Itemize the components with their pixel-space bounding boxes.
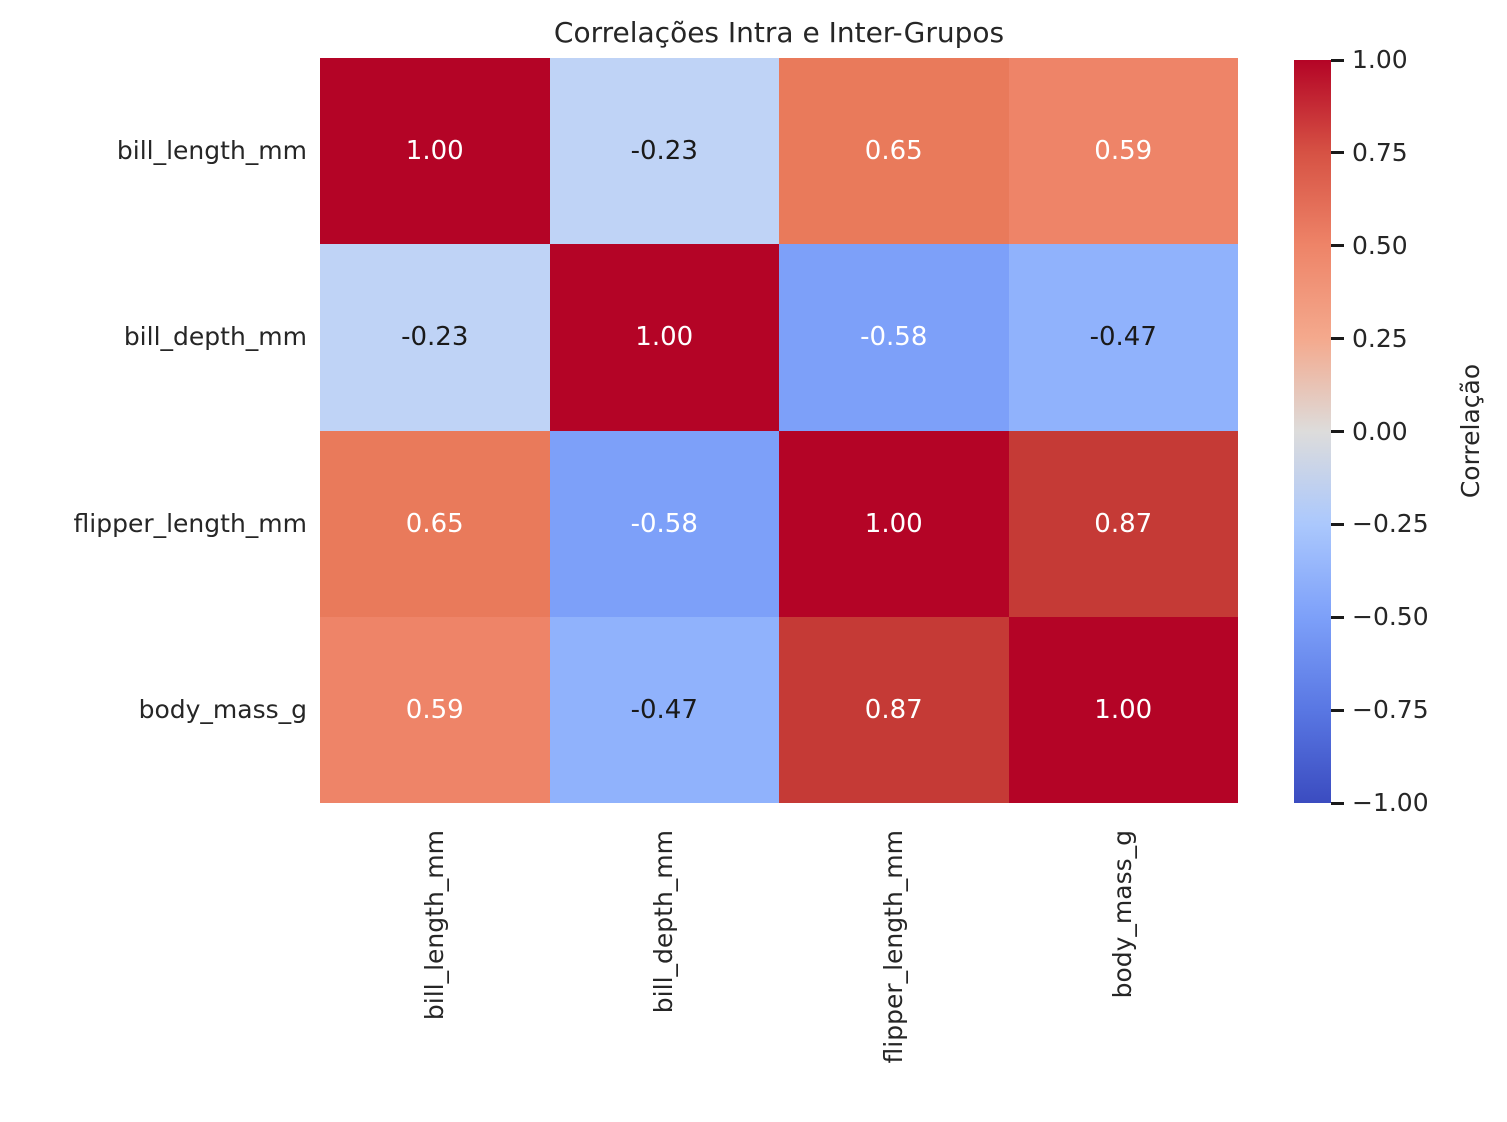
heatmap-cell-bill_depth_mm-x-bill_length_mm: -0.23 bbox=[320, 244, 550, 431]
x-tick-label-flipper_length_mm: flipper_length_mm bbox=[878, 830, 908, 1064]
y-tick-label-bill_depth_mm: bill_depth_mm bbox=[123, 322, 307, 352]
heatmap-cell-bill_length_mm-x-flipper_length_mm: 0.65 bbox=[779, 58, 1009, 245]
heatmap-cell-body_mass_g-x-body_mass_g: 1.00 bbox=[1008, 616, 1238, 803]
colorbar-tick-label-0.25: 0.25 bbox=[1352, 323, 1408, 353]
colorbar-tick-mark bbox=[1331, 522, 1344, 526]
colorbar-tick-label-0.50: 0.50 bbox=[1352, 230, 1408, 260]
colorbar-tick-mark bbox=[1331, 615, 1344, 619]
heatmap-cell-bill_length_mm-x-bill_length_mm: 1.00 bbox=[320, 58, 550, 245]
colorbar-tick-label-0.75: 0.75 bbox=[1352, 137, 1408, 167]
colorbar-tick-label-−0.75: −0.75 bbox=[1352, 695, 1429, 725]
heatmap-cell-bill_length_mm-x-bill_depth_mm: -0.23 bbox=[549, 58, 779, 245]
heatmap-grid: 1.00 -0.23 0.65 0.59 -0.23 1.00 -0.58 -0.47 0.65… bbox=[320, 58, 1238, 803]
x-tick-label-body_mass_g: body_mass_g bbox=[1108, 830, 1138, 999]
chart-title: Correlações Intra e Inter-Grupos bbox=[553, 16, 1005, 49]
heatmap-cell-flipper_length_mm-x-flipper_length_mm: 1.00 bbox=[779, 430, 1009, 617]
heatmap-cell-flipper_length_mm-x-bill_depth_mm: -0.58 bbox=[549, 430, 779, 617]
colorbar-tick-label-−0.50: −0.50 bbox=[1352, 602, 1429, 632]
colorbar-tick-mark bbox=[1331, 244, 1344, 248]
heatmap-cell-bill_depth_mm-x-body_mass_g: -0.47 bbox=[1008, 244, 1238, 431]
heatmap-cell-body_mass_g-x-bill_depth_mm: -0.47 bbox=[549, 616, 779, 803]
heatmap-cell-flipper_length_mm-x-bill_length_mm: 0.65 bbox=[320, 430, 550, 617]
colorbar-tick-label-−0.25: −0.25 bbox=[1352, 509, 1429, 539]
colorbar-tick-label-1.00: 1.00 bbox=[1352, 45, 1408, 74]
colorbar-axis-label: Correlação bbox=[1456, 363, 1485, 499]
colorbar-gradient bbox=[1294, 60, 1331, 803]
colorbar-tick-mark bbox=[1331, 337, 1344, 341]
y-tick-label-flipper_length_mm: flipper_length_mm bbox=[73, 508, 307, 538]
heatmap-cell-flipper_length_mm-x-body_mass_g: 0.87 bbox=[1008, 430, 1238, 617]
heatmap-cell-bill_depth_mm-x-bill_depth_mm: 1.00 bbox=[549, 244, 779, 431]
colorbar-tick-mark bbox=[1331, 801, 1344, 805]
heatmap-cell-body_mass_g-x-bill_length_mm: 0.59 bbox=[320, 616, 550, 803]
colorbar-tick-label-−1.00: −1.00 bbox=[1352, 788, 1429, 817]
heatmap-cell-body_mass_g-x-flipper_length_mm: 0.87 bbox=[779, 616, 1009, 803]
colorbar-tick-label-0.00: 0.00 bbox=[1352, 416, 1408, 446]
y-tick-label-body_mass_g: body_mass_g bbox=[138, 694, 307, 724]
colorbar-tick-mark bbox=[1331, 708, 1344, 712]
x-tick-label-bill_length_mm: bill_length_mm bbox=[419, 830, 449, 1021]
heatmap-cell-bill_depth_mm-x-flipper_length_mm: -0.58 bbox=[779, 244, 1009, 431]
colorbar-tick-mark bbox=[1331, 430, 1344, 433]
heatmap-cell-bill_length_mm-x-body_mass_g: 0.59 bbox=[1008, 58, 1238, 245]
y-tick-label-bill_length_mm: bill_length_mm bbox=[116, 136, 307, 166]
x-tick-label-bill_depth_mm: bill_depth_mm bbox=[649, 830, 679, 1014]
colorbar-tick-mark bbox=[1331, 58, 1344, 62]
colorbar-tick-mark bbox=[1331, 151, 1344, 155]
